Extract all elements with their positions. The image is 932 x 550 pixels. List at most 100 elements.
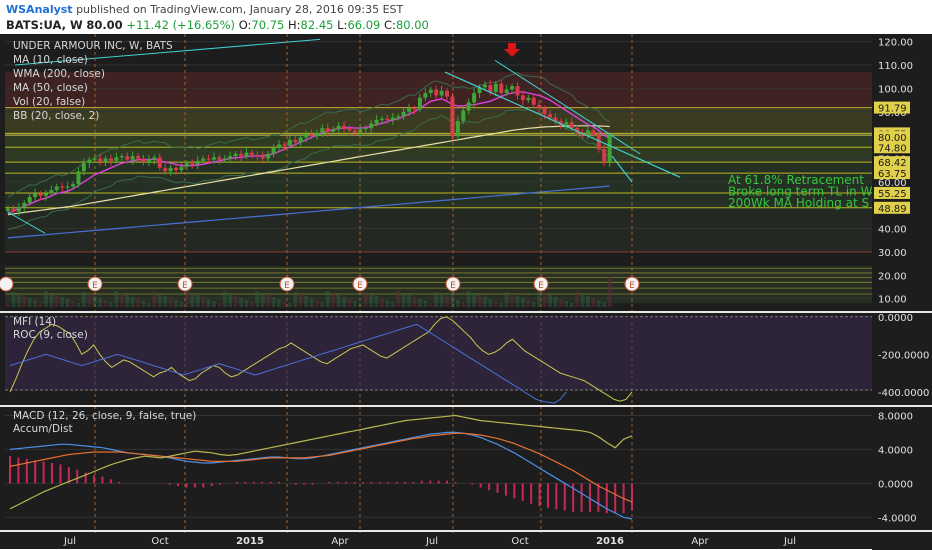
candle-body <box>65 186 70 188</box>
candle-body <box>174 167 179 171</box>
histogram-bar <box>387 481 390 484</box>
y-tick-label: 0.0000 <box>878 313 913 324</box>
candle-body <box>466 102 471 111</box>
mfi-line <box>9 316 633 402</box>
candle-body <box>450 96 455 137</box>
mfi-axis: 0.0000 -200.0000 -400.0000 <box>878 313 929 399</box>
candle-body <box>293 139 298 143</box>
open-value: 70.75 <box>251 18 285 32</box>
histogram-bar <box>362 481 365 484</box>
volume-bar <box>455 300 460 307</box>
annotation-text: Broke long term TL in W <box>728 185 873 199</box>
candle-body <box>407 108 412 112</box>
macd-axis: 8.0000 4.0000 0.0000 -4.0000 <box>878 411 917 524</box>
y-tick-label: 60.00 <box>878 178 907 189</box>
volume-bar <box>591 298 596 307</box>
volume-bar <box>401 293 406 307</box>
trendline-break <box>611 155 633 183</box>
price-tag-label: 80.00 <box>878 133 907 144</box>
indicator-label: Accum/Dist <box>13 423 73 435</box>
author-link[interactable]: WSAnalyst <box>6 3 73 16</box>
candle-body <box>482 84 487 88</box>
zone-red <box>5 72 872 108</box>
candle-body <box>152 157 157 160</box>
y-tick-label: 10.00 <box>878 295 907 306</box>
x-tick-label: Oct <box>511 536 528 547</box>
volume-bar <box>472 293 477 307</box>
candle-body <box>558 121 563 125</box>
price-tag <box>874 201 910 214</box>
price-tag-label: 48.89 <box>878 204 907 215</box>
histogram-bar <box>555 483 558 510</box>
histogram-bar <box>572 483 575 512</box>
bollinger-lower-line <box>7 108 610 231</box>
volume-bar <box>423 301 428 307</box>
y-tick-label: -400.0000 <box>878 388 929 399</box>
histogram-bar <box>496 483 499 493</box>
histogram-bar <box>51 462 54 484</box>
price-axis-bg <box>872 34 932 550</box>
volume-bar <box>396 291 401 307</box>
volume-bar <box>466 291 471 307</box>
candle-body <box>287 139 292 146</box>
candle-body <box>352 130 357 133</box>
zone-green <box>5 133 872 163</box>
candle-body <box>255 154 260 157</box>
macd-legend: MACD (12, 26, close, 9, false, true)Accu… <box>13 410 196 435</box>
candle-body <box>277 144 281 148</box>
candle-body <box>602 149 607 162</box>
candle-body <box>60 186 65 188</box>
signal-line <box>9 432 633 503</box>
volume-bar <box>531 302 536 307</box>
mfi-legend: MFI (14)ROC (9, close) <box>13 316 88 341</box>
candle-body <box>477 87 482 94</box>
volume-bar <box>179 302 184 307</box>
ma50-line <box>7 125 610 216</box>
earnings-circle <box>533 276 549 292</box>
candle-body <box>504 89 509 94</box>
candle-body <box>385 118 390 120</box>
candle-body <box>374 119 379 124</box>
bollinger-upper-line <box>7 72 610 198</box>
candle-body <box>314 132 319 137</box>
volume-bar <box>336 295 341 307</box>
histogram-bar <box>429 480 432 484</box>
histogram-bar <box>504 483 507 496</box>
header: WSAnalyst published on TradingView.com, … <box>0 0 932 34</box>
candle-body <box>439 90 444 96</box>
trendline-down <box>444 71 681 178</box>
y-tick-label: 30.00 <box>878 248 907 259</box>
volume-bar <box>125 295 130 307</box>
volume-bar <box>239 298 244 307</box>
candle-body <box>119 156 124 158</box>
histogram-bar <box>336 481 339 484</box>
price-change: +11.42 (+16.65%) <box>126 18 236 32</box>
histogram-bar <box>277 481 280 484</box>
indicator-label: Vol (20, false) <box>13 96 85 108</box>
volume-bar <box>163 296 168 307</box>
volume-bar <box>260 293 265 307</box>
volume-bar <box>510 294 515 307</box>
candle-body <box>33 193 38 198</box>
volume-bar <box>271 297 276 307</box>
volume-bar <box>347 299 352 307</box>
earnings-circle <box>352 276 368 292</box>
volume-bar <box>607 277 612 307</box>
indicator-label: MACD (12, 26, close, 9, false, true) <box>13 410 196 422</box>
volume-bar <box>11 292 16 307</box>
high-value: 82.45 <box>300 18 334 32</box>
candle-body <box>325 128 330 132</box>
candle-body <box>363 128 368 130</box>
price-tag <box>874 167 910 180</box>
candle-body <box>76 171 81 185</box>
indicator-label: MA (10, close) <box>13 54 88 66</box>
indicator-label: BB (20, close, 2) <box>13 110 99 122</box>
candle-body <box>114 157 119 161</box>
candle-body <box>472 93 477 103</box>
volume-bar <box>363 292 368 307</box>
histogram-bar <box>269 481 272 484</box>
histogram-bar <box>597 483 600 512</box>
macd-pane-bg <box>0 407 872 530</box>
volume-bars <box>6 277 612 307</box>
